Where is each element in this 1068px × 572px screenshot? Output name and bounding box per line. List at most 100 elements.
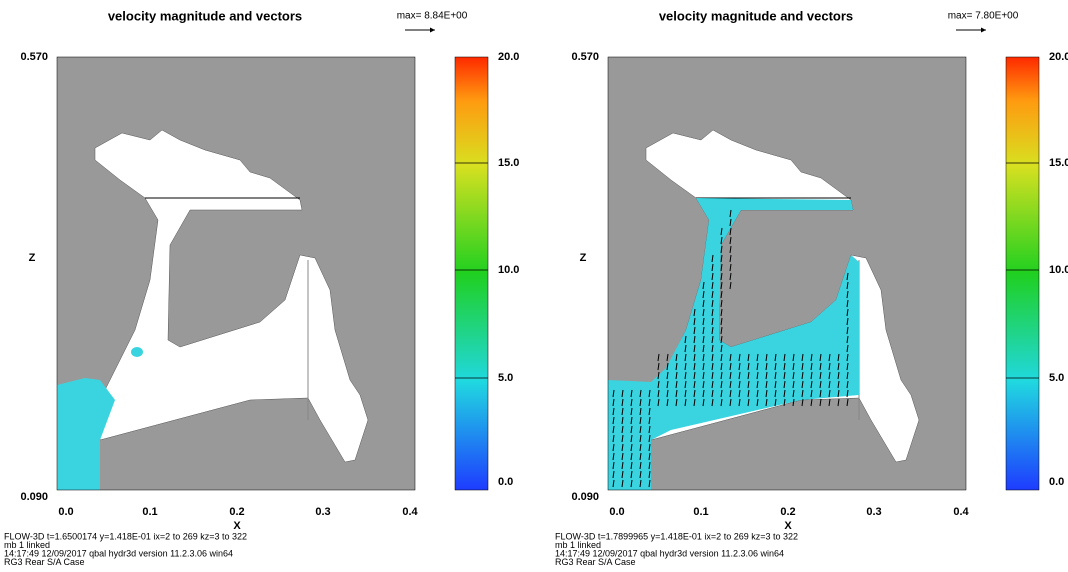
- velocity-vector: [720, 335, 723, 344]
- velocity-vector: [810, 353, 813, 362]
- velocity-vector: [720, 317, 723, 326]
- velocity-vector: [747, 398, 750, 407]
- velocity-vector: [675, 380, 678, 389]
- velocity-vector: [711, 344, 714, 353]
- velocity-vector: [630, 452, 633, 461]
- velocity-vector: [801, 371, 804, 380]
- velocity-vector: [657, 380, 660, 389]
- velocity-vector: [612, 434, 615, 443]
- velocity-vector: [783, 398, 786, 407]
- velocity-vector: [657, 389, 660, 398]
- plot-title: velocity magnitude and vectors: [108, 8, 302, 23]
- velocity-vector: [720, 362, 723, 371]
- velocity-vector: [774, 371, 777, 380]
- z-tick-label: 0.570: [20, 51, 48, 63]
- velocity-vector: [693, 335, 696, 344]
- velocity-vector: [738, 353, 741, 362]
- velocity-vector: [828, 398, 831, 407]
- velocity-vector: [639, 443, 642, 452]
- z-tick-label: 0.570: [571, 51, 599, 63]
- colorbar-label: 15.0: [1049, 157, 1068, 169]
- colorbar-label: 5.0: [498, 372, 513, 384]
- velocity-vector: [765, 389, 768, 398]
- velocity-vector: [711, 389, 714, 398]
- velocity-vector: [621, 443, 624, 452]
- x-tick-label: 0.3: [866, 506, 881, 518]
- velocity-vector: [729, 245, 732, 254]
- velocity-vector: [729, 380, 732, 389]
- velocity-vector: [837, 353, 840, 362]
- plot-frame: [607, 56, 967, 491]
- colorbar-label: 15.0: [498, 157, 519, 169]
- velocity-vector: [738, 362, 741, 371]
- velocity-vector: [774, 389, 777, 398]
- velocity-vector: [684, 398, 687, 407]
- colorbar-label: 5.0: [1049, 372, 1064, 384]
- velocity-vector: [774, 353, 777, 362]
- velocity-vector: [621, 452, 624, 461]
- velocity-vector: [630, 470, 633, 479]
- velocity-vector: [792, 353, 795, 362]
- velocity-vector: [621, 416, 624, 425]
- velocity-vector: [756, 362, 759, 371]
- velocity-vector: [693, 362, 696, 371]
- colorbar-label: 10.0: [498, 264, 519, 276]
- velocity-vector: [648, 434, 651, 443]
- colorbar-label: 10.0: [1049, 264, 1068, 276]
- velocity-vector: [792, 362, 795, 371]
- velocity-vector: [765, 398, 768, 407]
- fluid-region: [131, 347, 143, 357]
- max-label: max= 7.80E+00: [948, 11, 1019, 22]
- velocity-vector: [684, 344, 687, 353]
- velocity-vector: [801, 380, 804, 389]
- velocity-vector: [846, 398, 849, 407]
- velocity-vector: [738, 398, 741, 407]
- velocity-vector: [702, 389, 705, 398]
- velocity-vector: [846, 353, 849, 362]
- z-axis-label: Z: [580, 252, 587, 264]
- velocity-vector: [657, 398, 660, 407]
- colorbar-label: 20.0: [498, 51, 519, 63]
- colorbar-label: 20.0: [1049, 51, 1068, 63]
- velocity-vector: [720, 308, 723, 317]
- velocity-vector: [729, 281, 732, 290]
- velocity-vector: [837, 380, 840, 389]
- velocity-vector: [639, 434, 642, 443]
- velocity-vector: [828, 389, 831, 398]
- velocity-vector: [693, 371, 696, 380]
- velocity-vector: [621, 425, 624, 434]
- velocity-vector: [720, 290, 723, 299]
- velocity-vector: [648, 389, 651, 398]
- x-tick-label: 0.2: [229, 506, 244, 518]
- velocity-vector: [828, 353, 831, 362]
- velocity-vector: [630, 443, 633, 452]
- velocity-vector: [810, 380, 813, 389]
- velocity-vector: [729, 263, 732, 272]
- velocity-vector: [702, 398, 705, 407]
- velocity-vector: [819, 389, 822, 398]
- velocity-vector: [711, 317, 714, 326]
- velocity-vector: [693, 317, 696, 326]
- velocity-vector: [765, 353, 768, 362]
- velocity-vector: [747, 389, 750, 398]
- velocity-vector: [783, 371, 786, 380]
- velocity-vector: [711, 308, 714, 317]
- velocity-vector: [810, 371, 813, 380]
- velocity-vector: [828, 371, 831, 380]
- velocity-vector: [711, 254, 714, 263]
- velocity-vector: [693, 326, 696, 335]
- velocity-vector: [738, 371, 741, 380]
- velocity-vector: [684, 362, 687, 371]
- footer-line: 14:17:49 12/09/2017 qbal hydr3d version …: [555, 548, 784, 558]
- velocity-vector: [720, 380, 723, 389]
- velocity-vector: [756, 380, 759, 389]
- velocity-vector: [828, 362, 831, 371]
- velocity-vector: [639, 470, 642, 479]
- velocity-vector: [729, 209, 732, 218]
- velocity-vector: [783, 389, 786, 398]
- velocity-vector: [729, 353, 732, 362]
- velocity-vector: [729, 236, 732, 245]
- x-tick-label: 0.1: [693, 506, 708, 518]
- velocity-vector: [729, 362, 732, 371]
